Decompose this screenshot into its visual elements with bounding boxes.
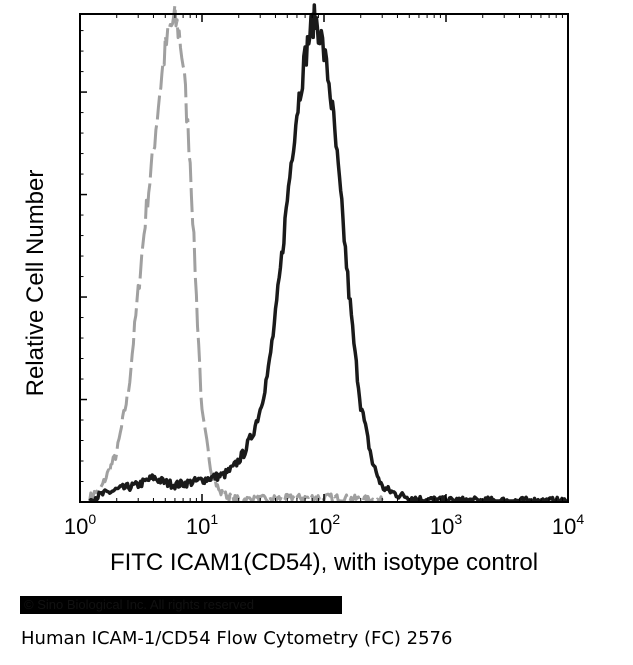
- figure-caption: Human ICAM-1/CD54 Flow Cytometry (FC) 25…: [21, 628, 453, 649]
- copyright-notice: © Sino Biological Inc. All rights reserv…: [20, 596, 342, 614]
- flow-cytometry-histogram: 100 101 102 103 104 FITC ICAM1(CD54), with i…: [22, 3, 584, 576]
- y-axis-title: Relative Cell Number: [22, 170, 49, 397]
- y-ticks: [80, 30, 87, 503]
- plot-frame: [79, 13, 569, 503]
- x-tick-label: 100: [64, 511, 96, 539]
- x-tick-label: 104: [552, 511, 584, 539]
- x-ticks: 100 101 102 103 104: [64, 14, 584, 539]
- copyright-text: © Sino Biological Inc. All rights reserv…: [24, 597, 254, 612]
- plot-layer: [88, 3, 569, 503]
- x-tick-label: 102: [308, 511, 340, 539]
- isotype-control-trace: [88, 3, 384, 503]
- x-tick-label: 101: [186, 511, 218, 539]
- icam1-sample-trace: [88, 3, 569, 503]
- x-axis-title: FITC ICAM1(CD54), with isotype control: [110, 549, 538, 576]
- x-tick-label: 103: [430, 511, 462, 539]
